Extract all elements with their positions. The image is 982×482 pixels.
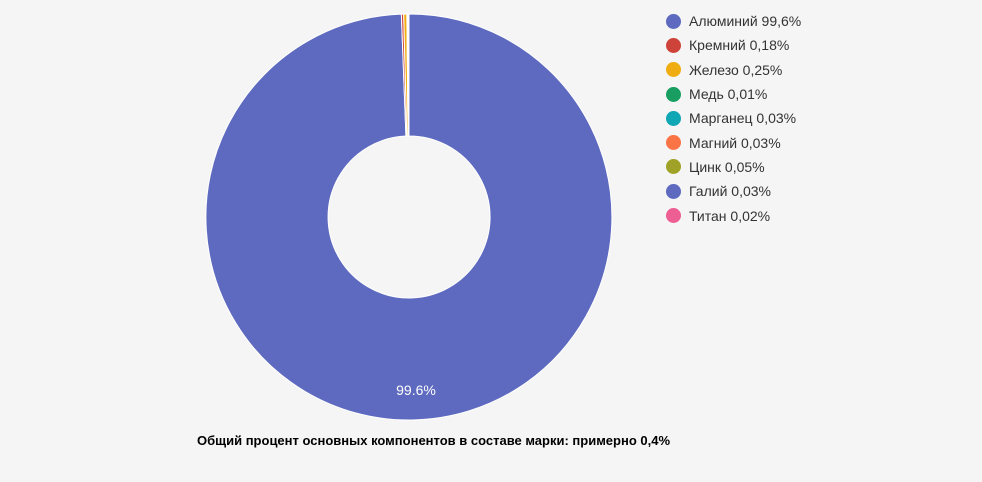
legend-label: Кремний 0,18% <box>689 37 790 54</box>
legend-label: Цинк 0,05% <box>689 158 765 175</box>
legend-label: Медь 0,01% <box>689 86 768 103</box>
legend-marker-icon <box>666 13 681 29</box>
legend-label: Галий 0,03% <box>689 183 771 200</box>
legend-item-Цинк[interactable]: Цинк 0,05% <box>666 155 801 179</box>
legend-marker-icon <box>666 86 681 102</box>
legend-item-Кремний[interactable]: Кремний 0,18% <box>666 33 801 57</box>
legend-item-Алюминий[interactable]: Алюминий 99,6% <box>666 9 801 33</box>
chart-legend: Алюминий 99,6% Кремний 0,18% Железо 0,25% М… <box>666 9 801 228</box>
legend-item-Галий[interactable]: Галий 0,03% <box>666 179 801 203</box>
legend-label: Алюминий 99,6% <box>689 13 802 30</box>
legend-label: Железо 0,25% <box>689 61 783 78</box>
legend-item-Титан[interactable]: Титан 0,02% <box>666 203 801 227</box>
legend-marker-icon <box>666 62 681 78</box>
legend-marker-icon <box>666 110 681 126</box>
legend-item-Медь[interactable]: Медь 0,01% <box>666 82 801 106</box>
legend-marker-icon <box>666 208 681 224</box>
legend-label: Магний 0,03% <box>689 134 781 151</box>
legend-marker-icon <box>666 183 681 199</box>
legend-label: Титан 0,02% <box>689 207 771 224</box>
legend-marker-icon <box>666 135 681 151</box>
chart-caption: Общий процент основных компонентов в сос… <box>197 433 671 448</box>
pie-slice-Алюминий[interactable] <box>205 13 613 421</box>
legend-item-Магний[interactable]: Магний 0,03% <box>666 130 801 154</box>
legend-marker-icon <box>666 37 681 53</box>
legend-item-Железо[interactable]: Железо 0,25% <box>666 58 801 82</box>
legend-item-Марганец[interactable]: Марганец 0,03% <box>666 106 801 130</box>
legend-marker-icon <box>666 159 681 175</box>
legend-label: Марганец 0,03% <box>689 110 797 127</box>
